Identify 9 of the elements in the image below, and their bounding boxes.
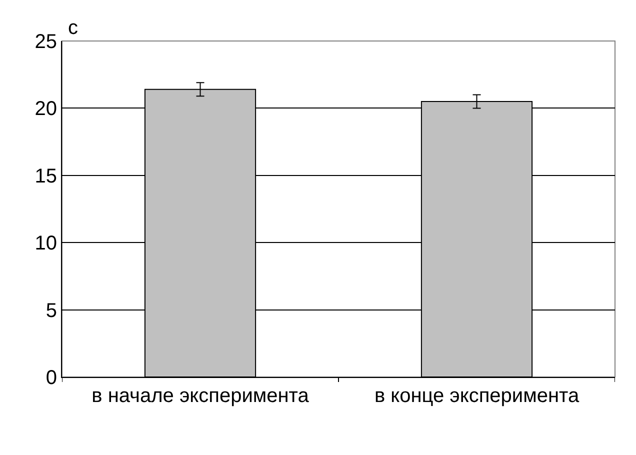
y-tick-label: 20 bbox=[34, 98, 57, 120]
x-tick-label: в конце эксперимента bbox=[374, 385, 580, 407]
y-axis-title: с bbox=[68, 17, 78, 39]
y-tick-label: 10 bbox=[34, 232, 57, 255]
x-tick-label: в начале эксперимента bbox=[92, 385, 310, 407]
y-tick-label: 15 bbox=[34, 165, 57, 188]
y-tick-label: 0 bbox=[46, 367, 57, 389]
y-tick-label: 25 bbox=[34, 31, 57, 53]
y-tick-label: 5 bbox=[46, 300, 57, 322]
